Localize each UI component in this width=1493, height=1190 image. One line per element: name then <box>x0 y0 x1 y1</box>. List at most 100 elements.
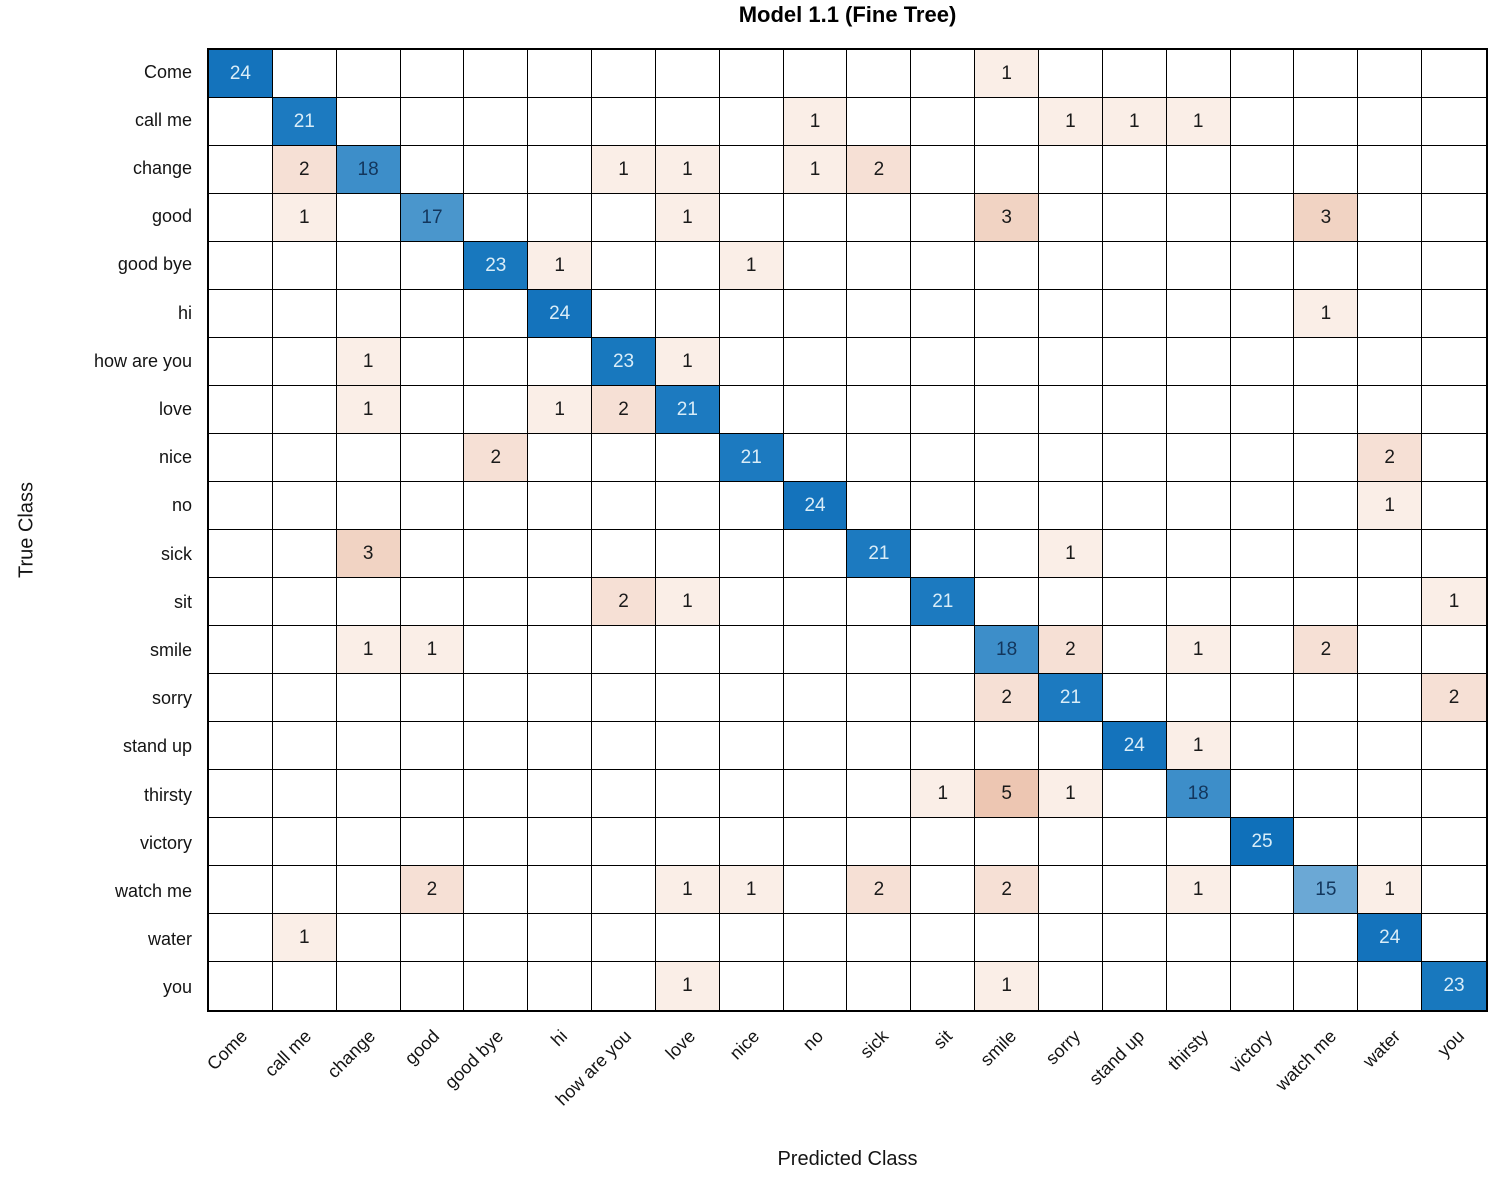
matrix-cell <box>1358 242 1423 290</box>
x-tick-label: hi <box>547 1026 572 1051</box>
matrix-cell <box>592 626 656 674</box>
matrix-cell <box>911 530 976 578</box>
matrix-cell <box>1230 338 1295 386</box>
matrix-cell <box>1422 386 1486 434</box>
matrix-cell <box>1103 962 1167 1010</box>
matrix-cell <box>209 962 273 1010</box>
matrix-cell <box>1294 434 1359 482</box>
matrix-cell <box>783 578 848 626</box>
matrix-cell <box>1102 674 1167 722</box>
matrix-cell <box>783 674 848 722</box>
matrix-cell <box>592 818 656 866</box>
matrix-cell: 2 <box>464 434 529 482</box>
matrix-cell <box>655 434 720 482</box>
matrix-cell <box>1358 722 1423 770</box>
matrix-cell <box>464 578 529 626</box>
matrix-cell <box>1166 242 1231 290</box>
matrix-cell <box>1166 530 1231 578</box>
matrix-cell <box>719 146 784 194</box>
matrix-cell <box>336 482 401 530</box>
matrix-cell <box>1294 722 1359 770</box>
chart-title: Model 1.1 (Fine Tree) <box>738 2 957 27</box>
matrix-cell <box>400 674 465 722</box>
matrix-cell: 1 <box>655 866 720 914</box>
matrix-cell <box>1422 242 1486 290</box>
matrix-cell <box>272 578 337 626</box>
matrix-cell <box>592 770 656 818</box>
matrix-cell <box>1039 962 1103 1010</box>
matrix-cell <box>847 50 912 98</box>
matrix-cell <box>655 530 720 578</box>
matrix-cell <box>1358 146 1423 194</box>
matrix-cell: 2 <box>847 866 912 914</box>
matrix-cell: 1 <box>719 866 784 914</box>
matrix-cell <box>1230 386 1295 434</box>
matrix-cell <box>1102 434 1167 482</box>
matrix-cell <box>400 290 465 338</box>
matrix-cell: 2 <box>1358 434 1423 482</box>
matrix-cell <box>847 386 912 434</box>
matrix-cell <box>1102 770 1167 818</box>
x-tick-label: Come <box>203 1026 252 1075</box>
matrix-cell <box>847 338 912 386</box>
matrix-cell: 1 <box>1102 98 1167 146</box>
matrix-cell <box>209 578 273 626</box>
matrix-cell <box>1102 242 1167 290</box>
matrix-cell: 1 <box>1358 482 1423 530</box>
matrix-cell <box>1039 338 1103 386</box>
matrix-cell <box>783 770 848 818</box>
matrix-cell: 1 <box>783 98 848 146</box>
matrix-cell <box>528 866 593 914</box>
matrix-cell: 24 <box>1358 914 1423 962</box>
matrix-cell <box>209 866 273 914</box>
matrix-cell <box>783 722 848 770</box>
matrix-cell: 24 <box>1102 722 1167 770</box>
matrix-cell <box>783 434 848 482</box>
matrix-cell <box>464 722 529 770</box>
matrix-cell <box>528 962 593 1010</box>
matrix-cell <box>337 962 401 1010</box>
matrix-cell: 2 <box>975 674 1040 722</box>
matrix-cell <box>655 674 720 722</box>
matrix-cell <box>655 626 720 674</box>
matrix-cell <box>272 722 337 770</box>
matrix-cell: 1 <box>655 338 720 386</box>
y-tick-label: no <box>171 495 192 516</box>
matrix-cell: 2 <box>592 578 656 626</box>
matrix-cell <box>911 722 976 770</box>
matrix-cell <box>847 770 912 818</box>
matrix-cell <box>528 146 593 194</box>
matrix-cell: 1 <box>1294 290 1359 338</box>
matrix-cell <box>1039 434 1103 482</box>
matrix-cell <box>1358 194 1423 242</box>
matrix-cell <box>272 530 337 578</box>
matrix-cell <box>336 722 401 770</box>
matrix-cell <box>911 626 976 674</box>
matrix-cell <box>1230 626 1295 674</box>
matrix-cell <box>975 98 1040 146</box>
matrix-cell <box>1358 386 1423 434</box>
matrix-cell <box>1294 242 1359 290</box>
matrix-cell <box>783 338 848 386</box>
matrix-cell <box>719 482 784 530</box>
matrix-cell <box>719 626 784 674</box>
matrix-cell <box>209 242 273 290</box>
x-tick-label: change <box>323 1026 380 1082</box>
matrix-cell <box>464 626 529 674</box>
x-tick-label: love <box>662 1026 700 1064</box>
matrix-cell <box>464 50 529 98</box>
matrix-cell <box>209 290 273 338</box>
matrix-cell <box>528 482 593 530</box>
matrix-cell <box>655 482 720 530</box>
x-tick-label: sit <box>928 1026 956 1053</box>
matrix-cell <box>400 386 465 434</box>
matrix-cell <box>1230 866 1295 914</box>
matrix-cell <box>464 194 529 242</box>
matrix-cell <box>528 770 593 818</box>
matrix-cell <box>1230 194 1295 242</box>
matrix-cell <box>783 530 848 578</box>
matrix-cell <box>783 626 848 674</box>
matrix-cell <box>1039 386 1103 434</box>
matrix-cell: 2 <box>1422 674 1486 722</box>
matrix-cell: 18 <box>1166 770 1231 818</box>
